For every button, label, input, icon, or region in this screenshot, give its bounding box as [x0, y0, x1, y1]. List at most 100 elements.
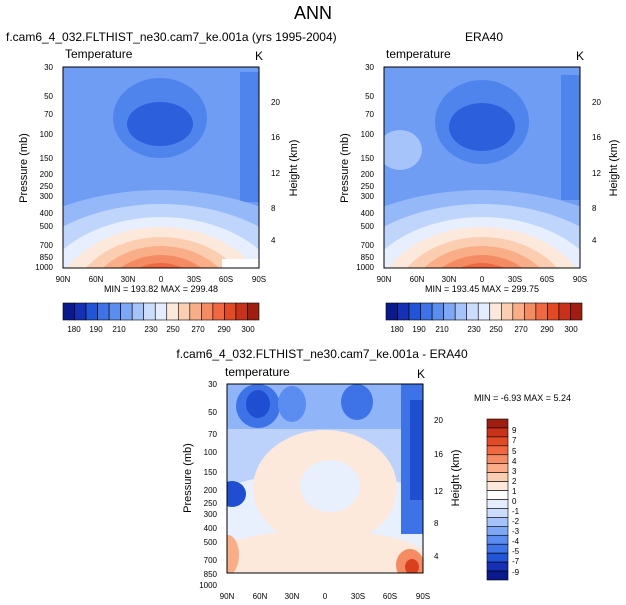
panel-era40: ERA40 temperature K 30 50 70 100 150 2 — [339, 30, 620, 334]
x-tick-label: 90N — [220, 592, 235, 601]
y-tick-label: 850 — [204, 570, 218, 579]
colorbar-swatch — [385, 302, 398, 321]
colorbar-swatch — [558, 302, 571, 321]
height-axis-title: Height (km) — [450, 450, 462, 507]
panel-title: ERA40 — [465, 30, 503, 44]
colorbar-labels: 9 7 5 4 3 2 1 0 -1 -2 -3 -4 -5 -7 -9 — [512, 426, 520, 577]
plot-frame — [62, 66, 260, 269]
colorbar-label: 250 — [166, 325, 180, 334]
y-axis-title: Pressure (mb) — [339, 133, 351, 203]
y-tick-label: 1000 — [35, 263, 53, 272]
band-orange — [120, 255, 202, 268]
height-tick-label: 20 — [271, 98, 280, 107]
height-tick-label: 16 — [592, 133, 601, 142]
min-max-stats: MIN = 193.82 MAX = 299.48 — [104, 284, 218, 294]
colorbar-label: -1 — [512, 507, 520, 516]
colorbar-label: 5 — [512, 447, 517, 456]
y-tick-label: 300 — [361, 192, 375, 201]
colorbar-label: 300 — [241, 325, 255, 334]
y-tick-label: 500 — [204, 538, 218, 547]
y-tick-label: 400 — [40, 209, 54, 218]
colorbar-swatch — [189, 302, 202, 321]
y-tick-label: 100 — [40, 130, 54, 139]
y-tick-label: 150 — [361, 154, 375, 163]
height-tick-label: 4 — [271, 236, 276, 245]
panel-difference: f.cam6_4_032.FLTHIST_ne30.cam7_ke.001a -… — [176, 347, 571, 601]
colorbar — [62, 302, 260, 321]
colorbar-label: 290 — [217, 325, 231, 334]
y-tick-label: 700 — [204, 556, 218, 565]
colorbar-swatch — [201, 302, 214, 321]
height-tick-label: 12 — [271, 169, 280, 178]
polar-strip — [561, 75, 580, 200]
colorbar-label: 300 — [564, 325, 578, 334]
colorbar-swatch — [547, 302, 560, 321]
colorbar-swatch — [62, 302, 75, 321]
x-tick-label: 30N — [121, 275, 136, 284]
colorbar-swatch — [420, 302, 433, 321]
cold-core-inner — [449, 103, 515, 151]
colorbar-label: 210 — [112, 325, 126, 334]
band-orange — [441, 255, 523, 268]
y-tick-label: 250 — [361, 182, 375, 191]
colorbar-swatch — [235, 302, 248, 321]
y-tick-label: 700 — [40, 241, 54, 250]
height-axis: 20 16 12 8 4 — [592, 98, 601, 245]
units-label: K — [255, 49, 263, 63]
colorbar-swatch — [500, 302, 514, 321]
colorbar-swatch — [408, 302, 421, 321]
colorbar-swatch — [431, 302, 444, 321]
y-tick-label: 400 — [204, 524, 218, 533]
colorbar — [486, 418, 509, 581]
colorbar-label: -5 — [512, 547, 520, 556]
colorbar-swatch — [570, 302, 583, 321]
contour-plot — [227, 384, 423, 573]
y-tick-label: 100 — [361, 130, 375, 139]
cold-spot-1-core — [246, 390, 270, 418]
y-tick-label: 200 — [361, 170, 375, 179]
height-tick-label: 12 — [592, 169, 601, 178]
height-tick-label: 16 — [434, 450, 443, 459]
colorbar-label: -4 — [512, 537, 520, 546]
y-tick-label: 70 — [44, 110, 53, 119]
colorbar-label: 190 — [89, 325, 103, 334]
colorbar-label: 230 — [144, 325, 158, 334]
colorbar-label: 250 — [489, 325, 503, 334]
colorbar-swatch — [512, 302, 525, 321]
colorbar-swatch — [486, 481, 509, 491]
cold-spot-3 — [341, 384, 373, 420]
colorbar-swatch — [486, 543, 509, 554]
colorbar-swatch — [486, 517, 509, 527]
colorbar-swatch — [212, 302, 225, 321]
colorbar-label: 1 — [512, 487, 517, 496]
y-tick-label: 850 — [361, 253, 375, 262]
colorbar-swatch — [177, 302, 191, 321]
x-tick-label: 30S — [508, 275, 522, 284]
x-tick-label: 90S — [416, 592, 430, 601]
y-tick-label: 30 — [208, 380, 217, 389]
y-tick-label: 50 — [44, 92, 53, 101]
colorbar-swatch — [74, 302, 87, 321]
height-axis: 20 16 12 8 4 — [271, 98, 280, 245]
y-tick-label: 30 — [365, 63, 374, 72]
y-axis-left: 30 50 70 100 150 200 250 300 400 500 700… — [35, 63, 53, 272]
colorbar-swatch — [486, 454, 509, 465]
colorbar-swatch — [489, 302, 502, 321]
colorbar-swatch — [108, 302, 121, 321]
colorbar-swatch — [486, 499, 509, 509]
colorbar-swatch — [120, 302, 133, 321]
colorbar-swatch — [97, 302, 110, 321]
colorbar-swatch — [154, 302, 168, 321]
colorbar-swatch — [486, 526, 509, 536]
x-tick-label: 90S — [573, 275, 587, 284]
x-tick-label: 60S — [540, 275, 554, 284]
x-tick-label: 30N — [442, 275, 457, 284]
y-axis-left: 30 50 70 100 150 200 250 300 400 500 700… — [356, 63, 374, 272]
colorbar-label: 7 — [512, 436, 517, 445]
x-tick-label: 90N — [377, 275, 392, 284]
panel-title: f.cam6_4_032.FLTHIST_ne30.cam7_ke.001a -… — [176, 347, 468, 361]
plot-frame — [383, 66, 581, 269]
polar-strip — [240, 72, 259, 202]
colorbar-label: -7 — [512, 557, 520, 566]
